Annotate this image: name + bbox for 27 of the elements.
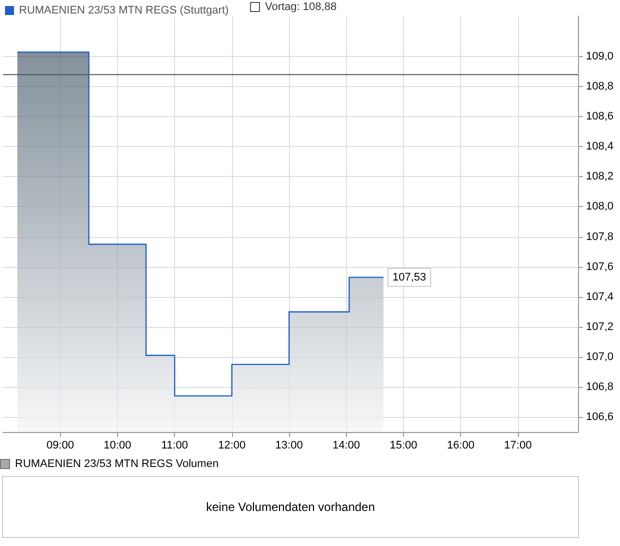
y-tick-label: 107,4 <box>586 290 614 303</box>
text: keine Volumendaten vorhanden <box>206 500 375 514</box>
y-tick-label: 107,2 <box>586 320 614 333</box>
x-tick-label: 11:00 <box>161 440 188 452</box>
legend-label: Vortag: 108,88 <box>265 1 337 13</box>
x-tick-label: 13:00 <box>275 440 303 452</box>
data-label: 107,53 <box>392 271 426 284</box>
y-tick-label: 109,0 <box>586 50 614 63</box>
x-tick-label: 09:00 <box>46 440 74 452</box>
y-tick-label: 107,6 <box>586 260 614 273</box>
y-tick-label: 108,6 <box>586 110 614 123</box>
y-tick-label: 107,8 <box>586 230 614 243</box>
text: RUMAENIEN 23/53 MTN REGS Volumen <box>15 458 219 470</box>
y-tick-label: 107,0 <box>586 350 614 363</box>
x-tick-label: 16:00 <box>446 440 474 452</box>
y-tick-label: 106,6 <box>586 410 614 423</box>
y-tick-label: 108,2 <box>586 170 614 183</box>
x-tick-label: 17:00 <box>504 440 532 452</box>
y-tick-label: 108,4 <box>586 140 614 153</box>
x-tick-label: 14:00 <box>332 440 360 452</box>
x-tick-label: 15:00 <box>390 440 418 452</box>
x-tick-label: 10:00 <box>104 440 132 452</box>
legend-label: RUMAENIEN 23/53 MTN REGS (Stuttgart) <box>19 4 229 16</box>
y-tick-label: 108,0 <box>586 200 614 213</box>
x-tick-label: 12:00 <box>218 440 246 452</box>
y-tick-label: 106,8 <box>586 380 614 393</box>
y-tick-label: 108,8 <box>586 80 614 93</box>
